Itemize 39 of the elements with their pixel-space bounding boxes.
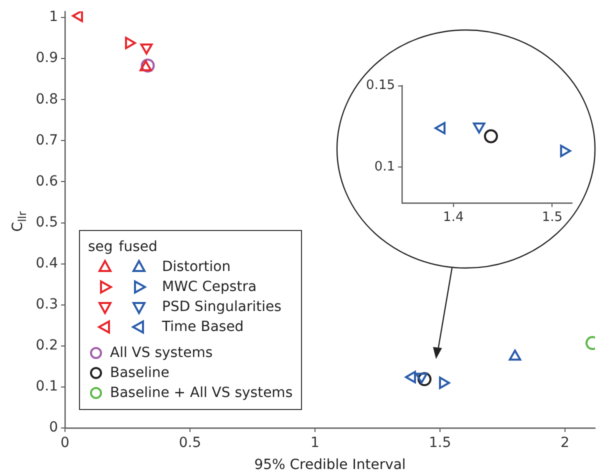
y-tick-label: 0.1 (36, 378, 58, 395)
y-tick-label: 1 (49, 9, 58, 26)
point (472, 122, 486, 134)
y-tick-label: 0.2 (36, 338, 58, 354)
y-tick-label: 0.8 (36, 91, 58, 108)
x-tick-label: 1.5 (542, 210, 563, 226)
legend-label: Baseline + All VS systems (110, 384, 293, 403)
point (418, 372, 432, 386)
legend-title: seg fused (88, 238, 158, 257)
y-tick-label: 0 (49, 420, 58, 436)
x-tick-label: 1.4 (443, 210, 464, 226)
y-tick-label: 0.1 (374, 160, 395, 175)
point (415, 372, 428, 384)
point (560, 144, 572, 158)
point (434, 122, 446, 134)
y-axis-title: Cllr (10, 210, 29, 232)
legend-label: Time Based (162, 318, 244, 337)
x-tick-label: 2 (560, 435, 570, 452)
x-axis-title: 95% Credible Interval (254, 457, 406, 474)
x-tick-label: 0 (60, 435, 70, 452)
x-tick-label: 1.5 (428, 435, 452, 452)
legend-label: MWC Cepstra (162, 278, 257, 297)
legend-label: Distortion (162, 258, 231, 277)
x-tick-label: 0.5 (178, 435, 202, 452)
legend-label: All VS systems (110, 344, 213, 363)
y-tick-label: 0.15 (366, 78, 395, 94)
point (140, 44, 153, 55)
legend-label: Baseline (110, 364, 170, 383)
x-tick-label: 1 (310, 435, 320, 452)
y-tick-label: 0.6 (36, 173, 58, 190)
y-tick-label: 0.4 (36, 255, 58, 272)
point (125, 36, 136, 50)
y-tick-label: 0.7 (36, 132, 58, 148)
y-tick-label: 0.9 (36, 50, 58, 66)
legend-label: PSD Singularities (162, 298, 282, 317)
point (405, 370, 416, 384)
point (484, 129, 498, 144)
y-tick-label: 0.3 (36, 296, 58, 313)
point (508, 350, 522, 361)
